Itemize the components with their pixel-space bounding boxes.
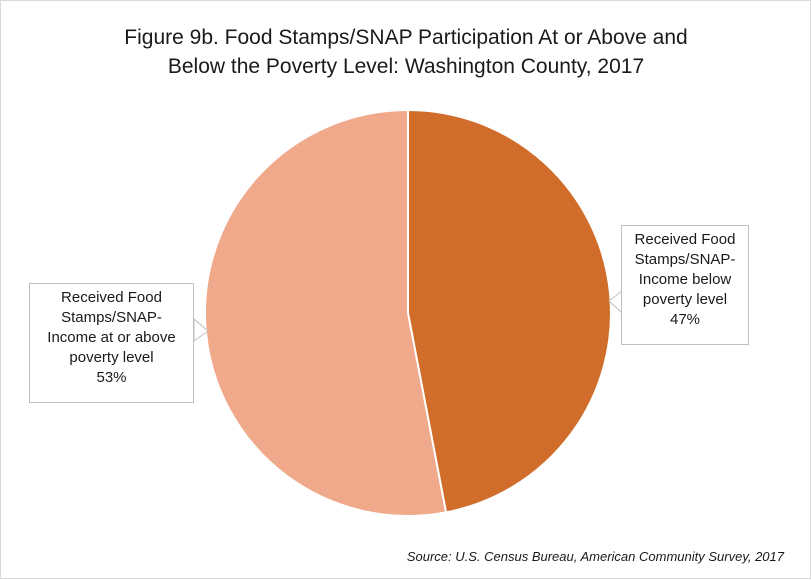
data-label-below-poverty: Received Food Stamps/SNAP- Income below … bbox=[621, 225, 749, 345]
chart-title-line-2: Below the Poverty Level: Washington Coun… bbox=[167, 55, 645, 78]
data-label-line: Income below bbox=[638, 271, 732, 288]
data-label-line: poverty level bbox=[69, 349, 154, 366]
pie-slices bbox=[203, 108, 612, 517]
chart-title: Figure 9b. Food Stamps/SNAP Participatio… bbox=[41, 23, 771, 81]
pie-slice-below-poverty bbox=[407, 108, 612, 514]
data-label-line: Received Food bbox=[634, 231, 736, 248]
data-label-line: Income at or above bbox=[47, 329, 176, 346]
source-note: Source: U.S. Census Bureau, American Com… bbox=[406, 549, 784, 564]
data-label-at-or-above-poverty: Received Food Stamps/SNAP- Income at or … bbox=[29, 283, 194, 403]
data-label-line: Received Food bbox=[61, 289, 162, 306]
data-label-line: poverty level bbox=[642, 291, 728, 308]
callout-pointer-left bbox=[193, 317, 209, 342]
data-label-percent: 47% bbox=[669, 311, 701, 328]
data-label-percent: 53% bbox=[96, 369, 127, 386]
chart-title-line-1: Figure 9b. Food Stamps/SNAP Participatio… bbox=[124, 26, 688, 49]
data-label-line: Stamps/SNAP- bbox=[634, 251, 736, 268]
data-label-line: Stamps/SNAP- bbox=[61, 309, 162, 326]
